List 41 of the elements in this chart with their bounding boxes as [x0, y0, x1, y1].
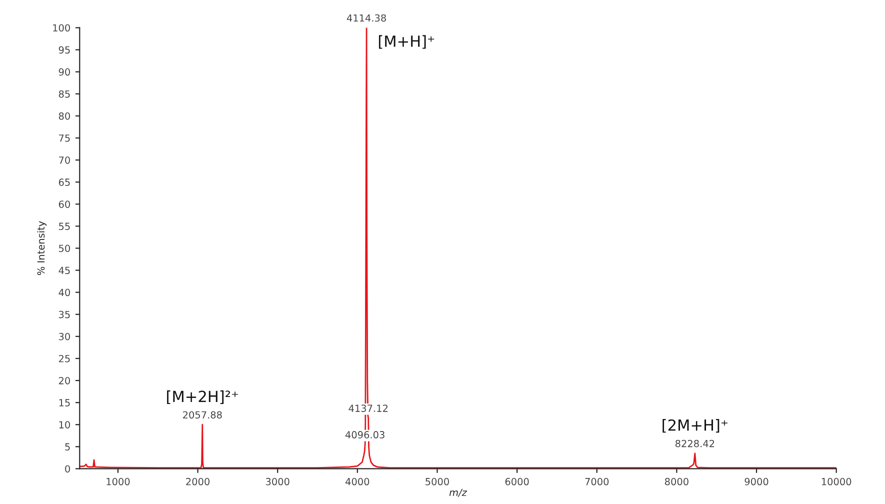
y-tick-label: 90: [58, 68, 70, 76]
y-tick-label: 50: [59, 244, 70, 252]
y-tick-label: 85: [58, 90, 70, 98]
x-tick-label: 2000: [186, 478, 210, 486]
y-tick-label: 40: [58, 288, 70, 296]
x-tick-label: 3000: [266, 478, 290, 486]
y-tick-label: 100: [53, 24, 70, 32]
annotation: 8228.42: [675, 440, 714, 448]
x-tick-label: 6000: [505, 478, 529, 486]
y-tick-label: 30: [58, 332, 70, 340]
y-tick-label: 70: [59, 156, 70, 164]
annotation: 4137.12: [348, 404, 388, 412]
annotation: [M+2H]²⁺: [167, 390, 238, 404]
annotation: 4096.03: [345, 431, 384, 438]
annotation: 2057.88: [183, 411, 222, 419]
y-tick-label: 25: [58, 354, 70, 362]
x-tick-label: 10000: [822, 478, 852, 486]
y-tick-label: 55: [59, 222, 70, 230]
x-tick-label: 4000: [346, 478, 370, 486]
annotation: [2M+H]⁺: [662, 419, 728, 433]
y-tick-label: 10: [59, 421, 70, 428]
y-tick-label: 15: [59, 399, 70, 406]
annotation: [M+H]⁺: [378, 35, 434, 49]
x-axis-title: m/z: [449, 488, 468, 497]
y-tick-label: 95: [58, 46, 70, 54]
y-tick-label: 75: [59, 134, 70, 142]
y-tick-label: 0: [65, 465, 70, 473]
y-tick-label: 5: [65, 443, 70, 450]
annotation: 4114.38: [346, 14, 386, 22]
y-tick-label: 45: [58, 266, 70, 274]
x-tick-label: 5000: [426, 478, 449, 486]
y-tick-label: 35: [58, 310, 70, 318]
y-tick-label: 80: [58, 112, 70, 120]
x-tick-label: 7000: [585, 478, 609, 486]
y-tick-label: 60: [58, 200, 70, 208]
x-tick-label: 8000: [664, 478, 688, 486]
y-tick-label: 20: [58, 377, 70, 384]
x-tick-label: 9000: [744, 478, 768, 486]
y-axis-title: % Intensity: [37, 221, 47, 276]
y-tick-label: 65: [58, 178, 70, 186]
x-tick-label: 1000: [106, 478, 130, 486]
